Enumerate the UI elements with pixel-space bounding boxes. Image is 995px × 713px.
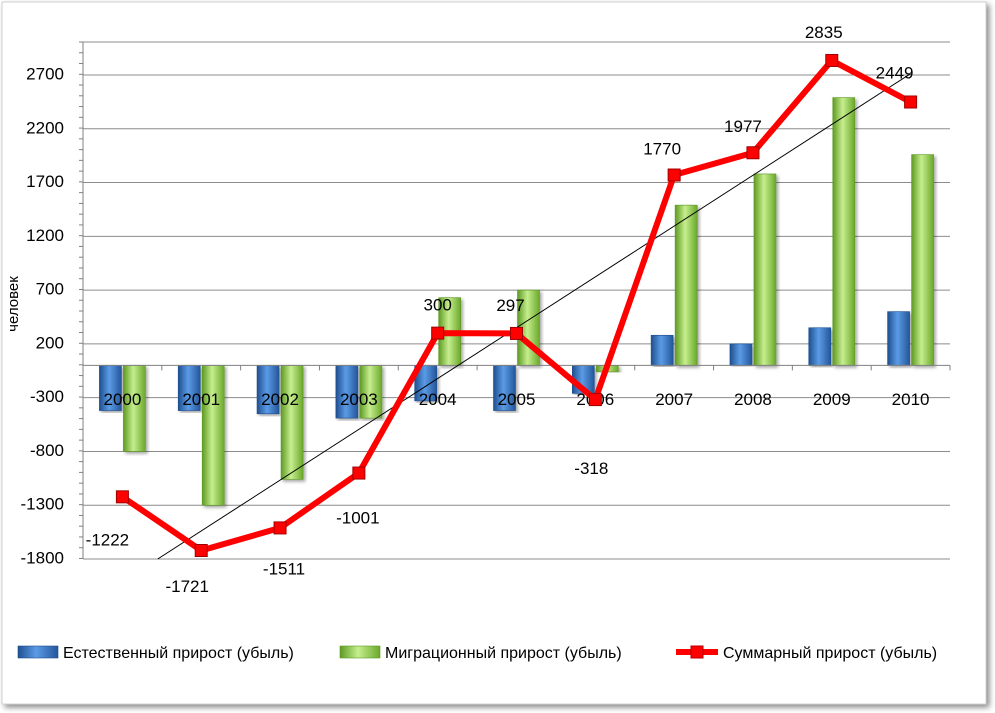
x-tick-label: 2001 bbox=[182, 390, 220, 409]
bar-migration bbox=[201, 365, 225, 506]
total-marker bbox=[431, 326, 445, 340]
legend-label-total: Суммарный прирост (убыль) bbox=[723, 645, 937, 662]
y-tick-label: 2700 bbox=[26, 64, 64, 83]
data-label-total: -1721 bbox=[165, 577, 208, 596]
y-tick-labels: -1800 -1300 -800 -300 200 700 1200 1700 2200 2700 bbox=[21, 64, 64, 567]
x-tick-label: 2005 bbox=[498, 390, 536, 409]
total-marker bbox=[352, 466, 366, 480]
total-marker bbox=[194, 544, 208, 558]
y-axis-title: человек bbox=[5, 276, 22, 332]
y-tick-label: 1700 bbox=[26, 172, 64, 191]
data-label-total: 1977 bbox=[724, 117, 762, 136]
total-marker bbox=[510, 326, 523, 340]
data-label-total: -1001 bbox=[336, 509, 379, 528]
total-marker bbox=[904, 95, 918, 109]
legend-marker-total bbox=[690, 645, 704, 659]
legend-swatch-migration bbox=[339, 645, 381, 659]
total-marker bbox=[273, 521, 287, 535]
bar-natural bbox=[729, 343, 753, 366]
bar-migration bbox=[753, 173, 777, 366]
total-marker bbox=[746, 146, 760, 160]
x-tick-label: 2010 bbox=[892, 390, 930, 409]
data-label-total: 2449 bbox=[876, 63, 914, 82]
legend-item-migration: Миграционный прирост (убыль) bbox=[339, 645, 622, 662]
data-label-total: 300 bbox=[423, 296, 451, 315]
data-label-total: -1511 bbox=[263, 559, 305, 578]
legend: Естественный прирост (убыль) Миграционны… bbox=[17, 645, 937, 662]
bar-natural bbox=[808, 327, 832, 366]
x-tick-label: 2009 bbox=[813, 390, 851, 409]
bar-migration bbox=[674, 204, 698, 366]
bar-migration bbox=[911, 154, 934, 366]
x-tick-label: 2008 bbox=[734, 390, 772, 409]
gridlines bbox=[83, 41, 950, 560]
bar-migration bbox=[280, 365, 304, 480]
y-tick-label: 200 bbox=[36, 333, 64, 352]
total-marker bbox=[825, 53, 839, 67]
y-tick-label: -1800 bbox=[21, 548, 64, 567]
total-marker bbox=[588, 393, 602, 407]
total-marker bbox=[667, 168, 681, 182]
legend-swatch-natural bbox=[17, 645, 59, 659]
y-tick-label: -800 bbox=[30, 441, 64, 460]
total-marker bbox=[115, 490, 129, 504]
trendline bbox=[157, 73, 911, 560]
x-tick-label: 2002 bbox=[261, 390, 299, 409]
x-tick-label: 2000 bbox=[103, 390, 141, 409]
bars bbox=[99, 97, 934, 506]
line-series bbox=[115, 53, 918, 558]
bar-natural bbox=[887, 311, 910, 366]
legend-item-total: Суммарный прирост (убыль) bbox=[676, 645, 937, 662]
y-tick-label: 1200 bbox=[26, 226, 64, 245]
legend-label-natural: Естественный прирост (убыль) bbox=[63, 645, 294, 662]
y-tick-label: -1300 bbox=[21, 495, 64, 514]
x-tick-label: 2007 bbox=[655, 390, 693, 409]
data-label-total: 297 bbox=[496, 296, 524, 315]
legend-item-natural: Естественный прирост (убыль) bbox=[17, 645, 294, 662]
y-tick-label: 2200 bbox=[26, 118, 64, 137]
y-tick-label: 700 bbox=[36, 280, 64, 299]
y-tick-label: -300 bbox=[30, 387, 64, 406]
data-label-total: 2835 bbox=[805, 23, 843, 42]
data-labels: -1222 -1721 -1511 -1001 300 297 -318 1770 1977 28… bbox=[86, 23, 914, 596]
data-label-total: 1770 bbox=[643, 140, 681, 159]
trendline bbox=[157, 73, 911, 560]
bar-natural bbox=[650, 334, 674, 366]
data-label-total: -1222 bbox=[86, 530, 129, 549]
x-tick-label: 2003 bbox=[340, 390, 378, 409]
legend-label-migration: Миграционный прирост (убыль) bbox=[385, 645, 622, 662]
x-tick-label: 2004 bbox=[419, 390, 457, 409]
data-label-total: -318 bbox=[574, 459, 608, 478]
bar-migration bbox=[832, 97, 856, 366]
